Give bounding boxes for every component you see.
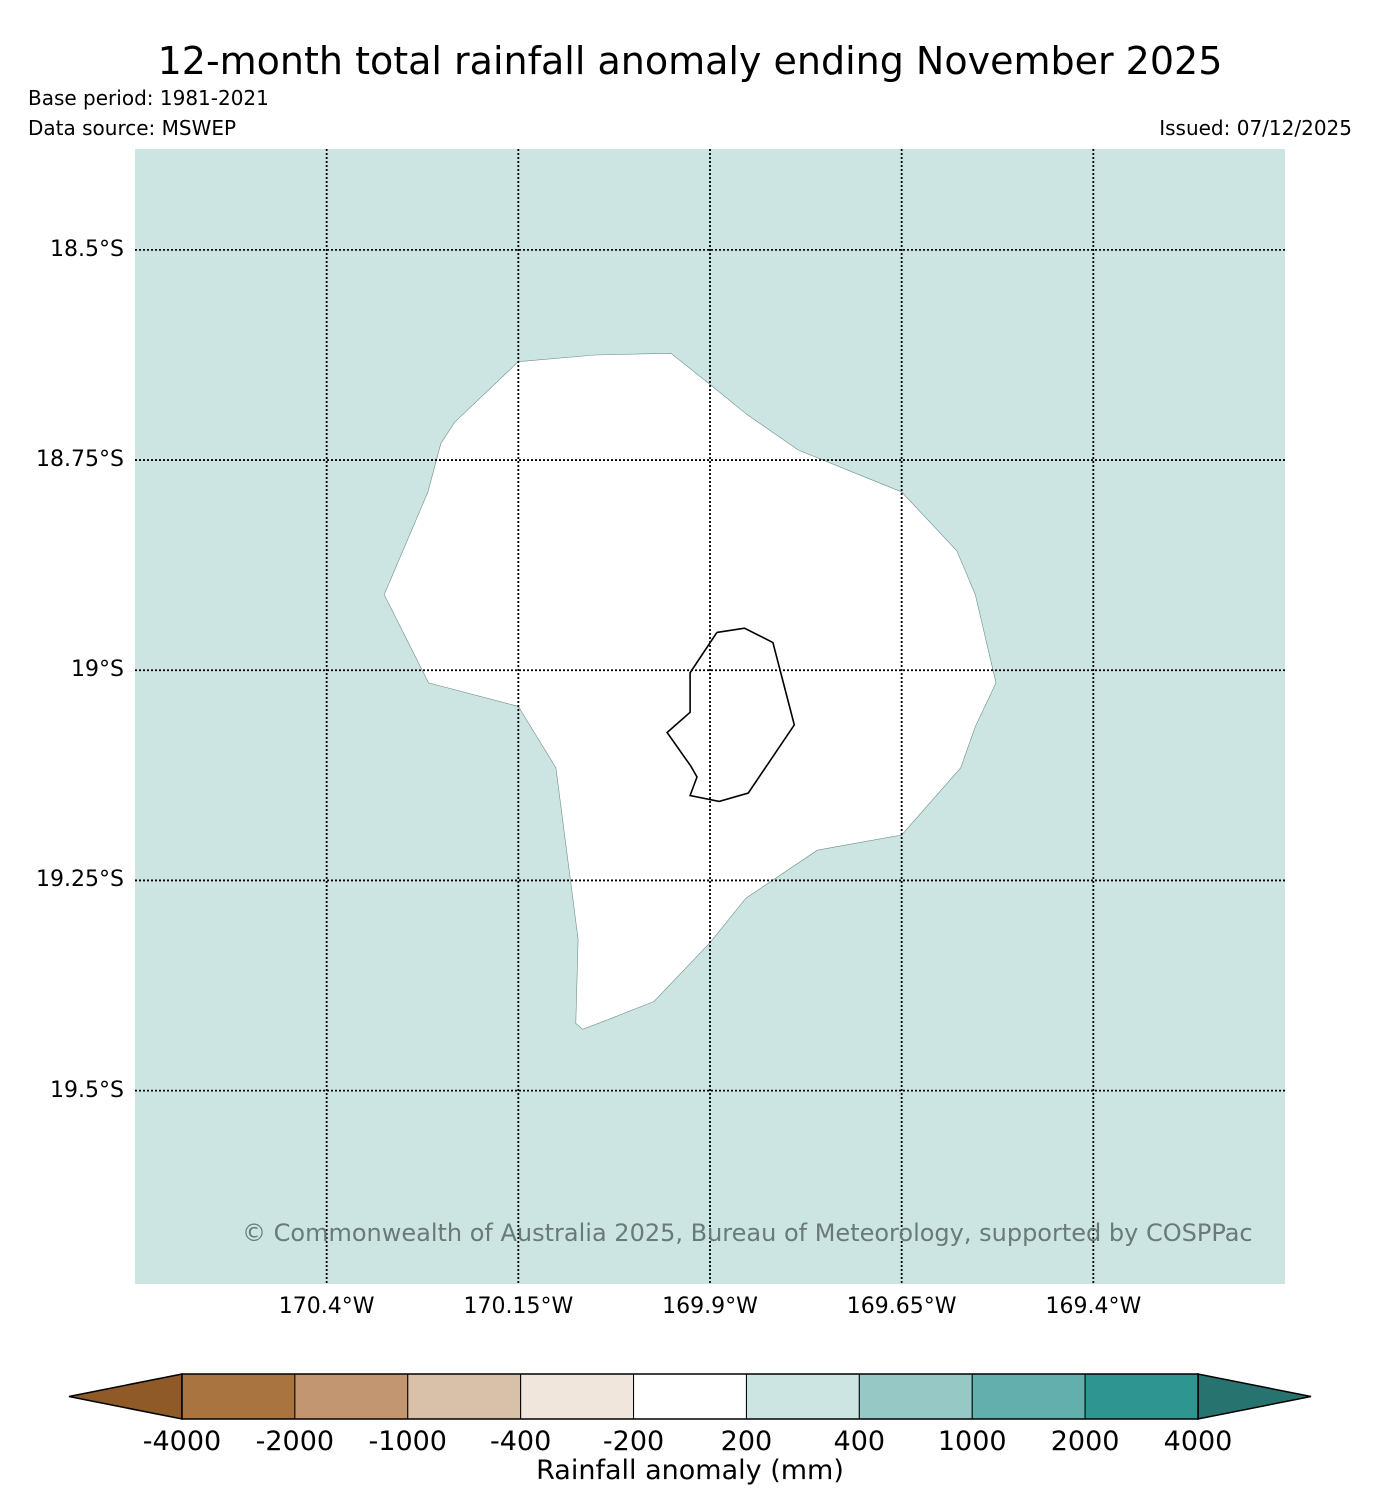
colorbar-segment-5 [745,1373,860,1420]
colorbar [68,1373,1312,1420]
colorbar-label: Rainfall anomaly (mm) [536,1455,844,1486]
colorbar-tick-label: -200 [602,1426,665,1457]
lon-label: 170.15°W [463,1294,574,1319]
colorbar-over-arrow [1197,1373,1312,1420]
lat-label: 19.25°S [36,867,124,893]
colorbar-tick-label: -400 [490,1426,552,1457]
island-coastline [666,627,796,803]
colorbar-segment-3 [520,1373,635,1420]
lat-label: 18.5°S [50,236,124,262]
colorbar-tick-label: -1000 [368,1426,447,1457]
colorbar-segment-2 [407,1373,522,1420]
colorbar-segment-4 [633,1373,747,1420]
gridlines [135,149,1285,1284]
colorbar-tick-label: 2000 [1050,1426,1120,1457]
colorbar-frame [181,1373,1199,1420]
colorbar-tick-label: 1000 [937,1426,1007,1457]
colorbar-segment-0 [181,1373,296,1420]
colorbar-tick-label: 200 [720,1426,773,1457]
lat-label: 18.75°S [36,447,124,473]
copyright-notice: © Commonwealth of Australia 2025, Bureau… [242,1219,1253,1247]
data-source-text: Data source: MSWEP [28,116,237,140]
lat-label: 19°S [71,657,124,683]
colorbar-segment-1 [294,1373,409,1420]
issued-date-text: Issued: 07/12/2025 [1159,116,1352,140]
lon-label: 170.4°W [278,1294,375,1319]
lon-label: 169.4°W [1045,1294,1142,1319]
lat-label: 19.5°S [50,1077,124,1103]
colorbar-segment-6 [858,1373,973,1420]
colorbar-segment-8 [1084,1373,1199,1420]
colorbar-under-arrow [68,1373,183,1420]
map-title: 12-month total rainfall anomaly ending N… [157,39,1223,83]
colorbar-tick-label: 4000 [1163,1426,1233,1457]
colorbar-tick-label: -4000 [142,1426,222,1457]
colorbar-tick-label: 400 [833,1426,886,1457]
colorbar-segment-7 [971,1373,1086,1420]
base-period-text: Base period: 1981-2021 [28,86,269,110]
lon-label: 169.9°W [662,1294,758,1319]
lon-label: 169.65°W [846,1294,957,1319]
colorbar-tick-label: -2000 [255,1426,335,1457]
